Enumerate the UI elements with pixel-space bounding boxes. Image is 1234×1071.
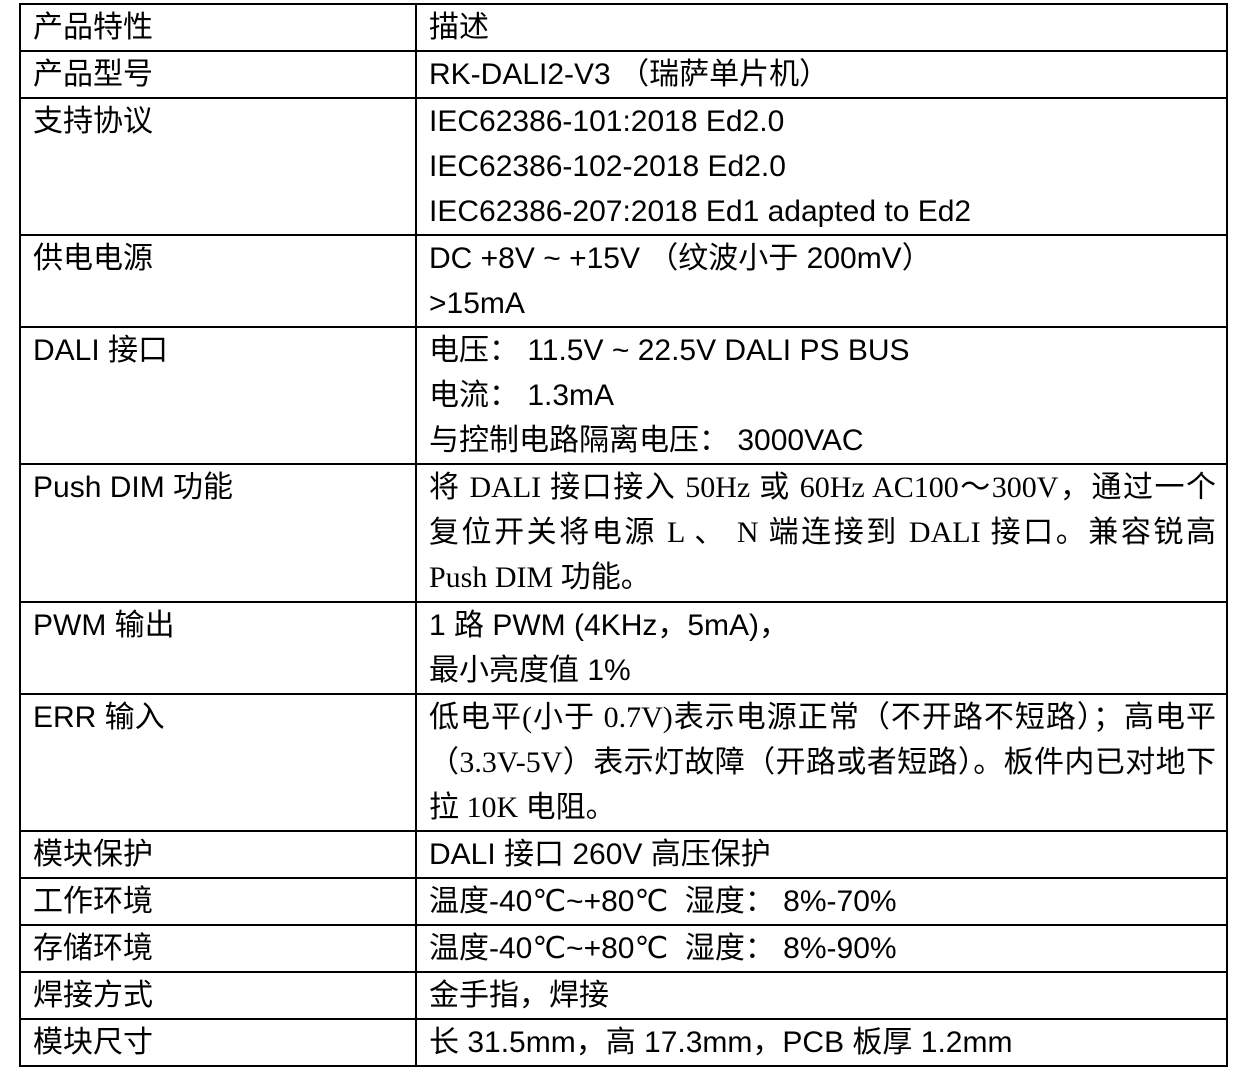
table-header-row: 产品特性 描述 [19, 3, 1228, 52]
value-line: 温度-40℃~+80℃ 湿度： 8%-70% [429, 885, 897, 918]
row-value-product-model: RK-DALI2-V3 （瑞萨单片机） [415, 50, 1228, 99]
value-line: 金手指，焊接 [429, 979, 609, 1012]
value-line: DC +8V ~ +15V （纹波小于 200mV） [429, 242, 932, 275]
table-row: 支持协议 IEC62386-101:2018 Ed2.0 IEC62386-10… [19, 97, 1228, 236]
row-value-dali-interface: 电压： 11.5V ~ 22.5V DALI PS BUS 电流： 1.3mA … [415, 326, 1228, 465]
header-cell-description: 描述 [415, 3, 1228, 52]
table-row: ERR 输入 低电平(小于 0.7V)表示电源正常（不开路不短路）；高电平（3.… [19, 693, 1228, 832]
row-label-product-model: 产品型号 [19, 50, 417, 99]
table-row: 模块尺寸 长 31.5mm，高 17.3mm，PCB 板厚 1.2mm [19, 1018, 1228, 1067]
value-line: >15mA [429, 287, 525, 320]
row-value-module-protection: DALI 接口 260V 高压保护 [415, 830, 1228, 879]
value-line: IEC62386-102-2018 Ed2.0 [429, 150, 786, 183]
table-row: DALI 接口 电压： 11.5V ~ 22.5V DALI PS BUS 电流… [19, 326, 1228, 465]
value-paragraph: 将 DALI 接口接入 50Hz 或 60Hz AC100～300V，通过一个复… [429, 471, 1224, 594]
row-value-soldering-method: 金手指，焊接 [415, 971, 1228, 1020]
table-row: Push DIM 功能 将 DALI 接口接入 50Hz 或 60Hz AC10… [19, 463, 1228, 603]
row-label-operating-environment: 工作环境 [19, 877, 417, 926]
value-line: DALI 接口 260V 高压保护 [429, 838, 771, 871]
row-label-power-supply: 供电电源 [19, 234, 417, 328]
row-label-err-input: ERR 输入 [19, 693, 417, 832]
value-line: 长 31.5mm，高 17.3mm，PCB 板厚 1.2mm [429, 1026, 1013, 1059]
table-row: 模块保护 DALI 接口 260V 高压保护 [19, 830, 1228, 879]
value-line: IEC62386-207:2018 Ed1 adapted to Ed2 [429, 195, 972, 228]
table-row: 工作环境 温度-40℃~+80℃ 湿度： 8%-70% [19, 877, 1228, 926]
row-value-err-input: 低电平(小于 0.7V)表示电源正常（不开路不短路）；高电平（3.3V-5V）表… [415, 693, 1228, 832]
value-line: 电压： 11.5V ~ 22.5V DALI PS BUS [429, 334, 910, 367]
value-paragraph: 低电平(小于 0.7V)表示电源正常（不开路不短路）；高电平（3.3V-5V）表… [429, 701, 1216, 824]
row-label-dali-interface: DALI 接口 [19, 326, 417, 465]
row-value-pwm-output: 1 路 PWM (4KHz，5mA)， 最小亮度值 1% [415, 601, 1228, 695]
row-value-power-supply: DC +8V ~ +15V （纹波小于 200mV） >15mA [415, 234, 1228, 328]
value-line: 最小亮度值 1% [429, 654, 631, 687]
header-cell-feature: 产品特性 [19, 3, 417, 52]
value-line: 1 路 PWM (4KHz，5mA)， [429, 609, 790, 642]
value-line: IEC62386-101:2018 Ed2.0 [429, 105, 785, 138]
row-label-module-dimensions: 模块尺寸 [19, 1018, 417, 1067]
table-row: 供电电源 DC +8V ~ +15V （纹波小于 200mV） >15mA [19, 234, 1228, 328]
value-line: RK-DALI2-V3 （瑞萨单片机） [429, 58, 830, 91]
row-label-soldering-method: 焊接方式 [19, 971, 417, 1020]
row-label-module-protection: 模块保护 [19, 830, 417, 879]
row-label-pwm-output: PWM 输出 [19, 601, 417, 695]
table-row: 焊接方式 金手指，焊接 [19, 971, 1228, 1020]
row-value-push-dim: 将 DALI 接口接入 50Hz 或 60Hz AC100～300V，通过一个复… [415, 463, 1228, 603]
row-value-module-dimensions: 长 31.5mm，高 17.3mm，PCB 板厚 1.2mm [415, 1018, 1228, 1067]
row-label-push-dim: Push DIM 功能 [19, 463, 417, 603]
value-line: 电流： 1.3mA [429, 379, 615, 412]
table-row: 存储环境 温度-40℃~+80℃ 湿度： 8%-90% [19, 924, 1228, 973]
row-value-supported-protocols: IEC62386-101:2018 Ed2.0 IEC62386-102-201… [415, 97, 1228, 236]
row-value-operating-environment: 温度-40℃~+80℃ 湿度： 8%-70% [415, 877, 1228, 926]
value-line: 温度-40℃~+80℃ 湿度： 8%-90% [429, 932, 897, 965]
table-row: 产品型号 RK-DALI2-V3 （瑞萨单片机） [19, 50, 1228, 99]
value-line: 与控制电路隔离电压： 3000VAC [429, 424, 864, 457]
product-spec-table: 产品特性 描述 产品型号 RK-DALI2-V3 （瑞萨单片机） 支持协议 IE… [19, 3, 1228, 1067]
row-label-storage-environment: 存储环境 [19, 924, 417, 973]
row-label-supported-protocols: 支持协议 [19, 97, 417, 236]
row-value-storage-environment: 温度-40℃~+80℃ 湿度： 8%-90% [415, 924, 1228, 973]
table-row: PWM 输出 1 路 PWM (4KHz，5mA)， 最小亮度值 1% [19, 601, 1228, 695]
